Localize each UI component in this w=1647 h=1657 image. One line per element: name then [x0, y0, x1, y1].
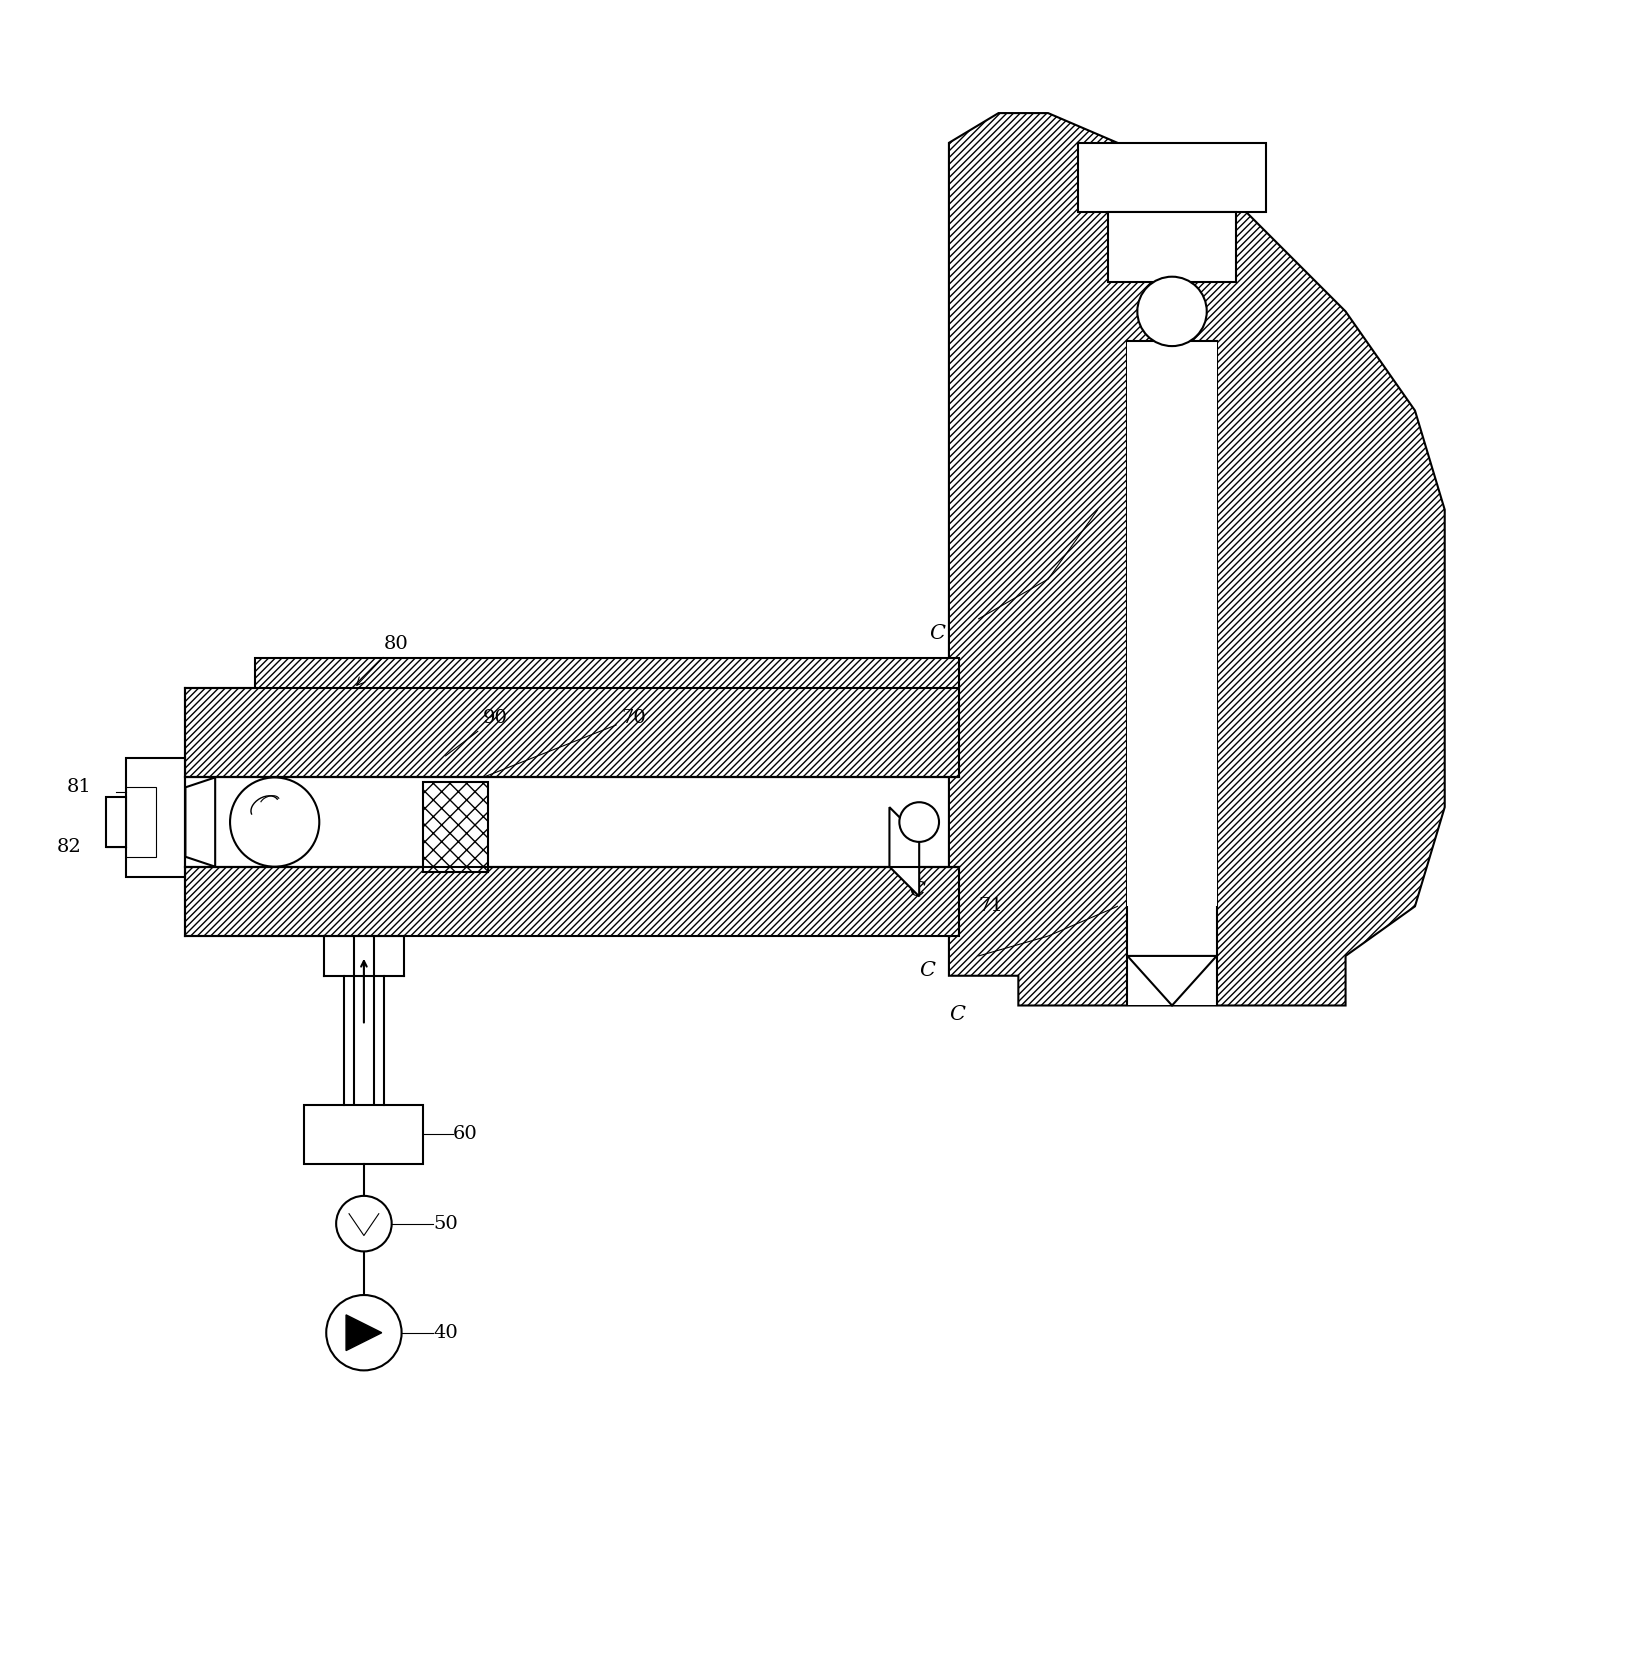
Text: 82: 82 [56, 838, 81, 857]
Polygon shape [423, 782, 488, 872]
Circle shape [1138, 277, 1207, 346]
Polygon shape [1107, 212, 1237, 282]
Circle shape [231, 777, 320, 867]
Polygon shape [186, 867, 959, 936]
Polygon shape [125, 787, 156, 857]
Text: 90: 90 [445, 709, 507, 756]
Text: C: C [919, 961, 935, 979]
Text: 80: 80 [357, 635, 408, 686]
Polygon shape [1128, 341, 1217, 906]
Text: C: C [909, 882, 926, 900]
Polygon shape [125, 757, 186, 877]
Text: C: C [929, 623, 945, 643]
Polygon shape [889, 807, 919, 896]
Text: 50: 50 [433, 1215, 458, 1233]
Text: 60: 60 [453, 1125, 478, 1143]
Polygon shape [305, 1105, 423, 1165]
Polygon shape [1128, 341, 1217, 1006]
Polygon shape [949, 113, 1444, 1006]
Circle shape [336, 1196, 392, 1251]
Circle shape [899, 802, 939, 842]
Polygon shape [1128, 956, 1217, 1006]
Text: 40: 40 [433, 1324, 458, 1342]
Polygon shape [105, 797, 125, 847]
Polygon shape [186, 777, 216, 867]
Polygon shape [346, 1316, 382, 1350]
Text: 70: 70 [486, 709, 647, 777]
Circle shape [326, 1296, 402, 1370]
Text: 81: 81 [66, 779, 91, 797]
Polygon shape [1077, 143, 1267, 212]
Text: C: C [949, 1006, 965, 1024]
Text: 71: 71 [978, 898, 1003, 915]
Polygon shape [186, 658, 959, 777]
